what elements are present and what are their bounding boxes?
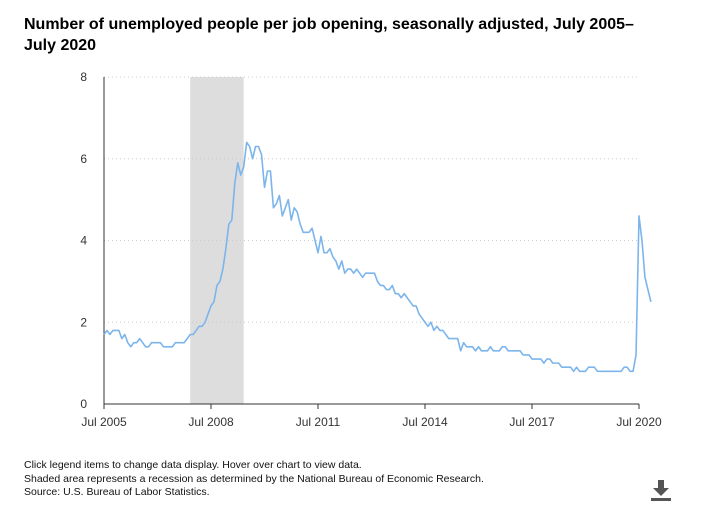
- data-point[interactable]: [223, 246, 229, 252]
- data-point[interactable]: [315, 250, 321, 256]
- data-point[interactable]: [217, 278, 223, 284]
- data-point[interactable]: [413, 303, 419, 309]
- data-point[interactable]: [639, 238, 645, 244]
- data-point[interactable]: [250, 156, 256, 162]
- data-point[interactable]: [238, 172, 244, 178]
- data-point[interactable]: [285, 197, 291, 203]
- data-point[interactable]: [297, 221, 303, 227]
- download-icon[interactable]: [648, 478, 674, 504]
- data-point[interactable]: [282, 205, 288, 211]
- chart-area[interactable]: 0 2 4 6 8 Jul 2005 Jul 2008 Jul 2011 Jul 2014 Ju…: [0, 0, 701, 460]
- data-point[interactable]: [122, 332, 128, 338]
- data-point[interactable]: [633, 352, 639, 358]
- x-tick-label: Jul 2014: [402, 415, 448, 429]
- data-point[interactable]: [318, 233, 324, 239]
- y-tick-label: 2: [80, 315, 87, 329]
- data-point[interactable]: [262, 184, 268, 190]
- data-point[interactable]: [458, 348, 464, 354]
- download-icon-graphic: [651, 480, 671, 501]
- recession-note: Shaded area represents a recession as de…: [24, 472, 484, 485]
- data-point[interactable]: [339, 258, 345, 264]
- data-point[interactable]: [336, 266, 342, 272]
- data-point[interactable]: [371, 270, 377, 276]
- source-note: Source: U.S. Bureau of Labor Statistics.: [24, 486, 210, 498]
- x-tick-label: Jul 2005: [81, 415, 127, 429]
- data-point[interactable]: [220, 266, 226, 272]
- data-point[interactable]: [256, 143, 262, 149]
- data-point[interactable]: [279, 213, 285, 219]
- data-point[interactable]: [636, 213, 642, 219]
- line-chart[interactable]: 0 2 4 6 8 Jul 2005 Jul 2008 Jul 2011 Jul 2014 Ju…: [0, 0, 701, 455]
- data-point[interactable]: [232, 180, 238, 186]
- x-tick-label: Jul 2011: [296, 415, 341, 429]
- data-point[interactable]: [630, 368, 636, 374]
- x-tick-label: Jul 2017: [509, 415, 555, 429]
- y-tick-label: 0: [80, 397, 87, 411]
- data-point[interactable]: [312, 238, 318, 244]
- data-point[interactable]: [455, 336, 461, 342]
- data-point[interactable]: [642, 274, 648, 280]
- data-point[interactable]: [276, 193, 282, 199]
- data-point[interactable]: [235, 160, 241, 166]
- data-point[interactable]: [211, 299, 217, 305]
- chart-notes: Click legend items to change data displa…: [24, 459, 484, 500]
- data-point[interactable]: [309, 225, 315, 231]
- x-tick-label: Jul 2008: [188, 415, 234, 429]
- data-point[interactable]: [247, 143, 253, 149]
- data-point[interactable]: [259, 152, 265, 158]
- chart-title: Number of unemployed people per job open…: [24, 16, 634, 54]
- data-point[interactable]: [288, 217, 294, 223]
- series-line[interactable]: [103, 141, 652, 373]
- data-point[interactable]: [327, 246, 333, 252]
- y-tick-label: 4: [80, 234, 87, 248]
- interaction-note: Click legend items to change data displa…: [24, 459, 362, 471]
- data-point[interactable]: [229, 217, 235, 223]
- data-point[interactable]: [648, 299, 654, 305]
- data-point[interactable]: [241, 164, 247, 170]
- x-tick-label: Jul 2020: [616, 415, 662, 429]
- data-point[interactable]: [205, 311, 211, 317]
- data-point[interactable]: [389, 282, 395, 288]
- y-tick-label: 8: [80, 70, 87, 84]
- data-point[interactable]: [294, 209, 300, 215]
- data-point[interactable]: [428, 319, 434, 325]
- data-point[interactable]: [267, 168, 273, 174]
- data-point[interactable]: [333, 258, 339, 264]
- data-point[interactable]: [645, 287, 651, 293]
- data-point[interactable]: [273, 201, 279, 207]
- y-tick-label: 6: [80, 152, 87, 166]
- data-point[interactable]: [116, 327, 122, 333]
- data-point[interactable]: [202, 319, 208, 325]
